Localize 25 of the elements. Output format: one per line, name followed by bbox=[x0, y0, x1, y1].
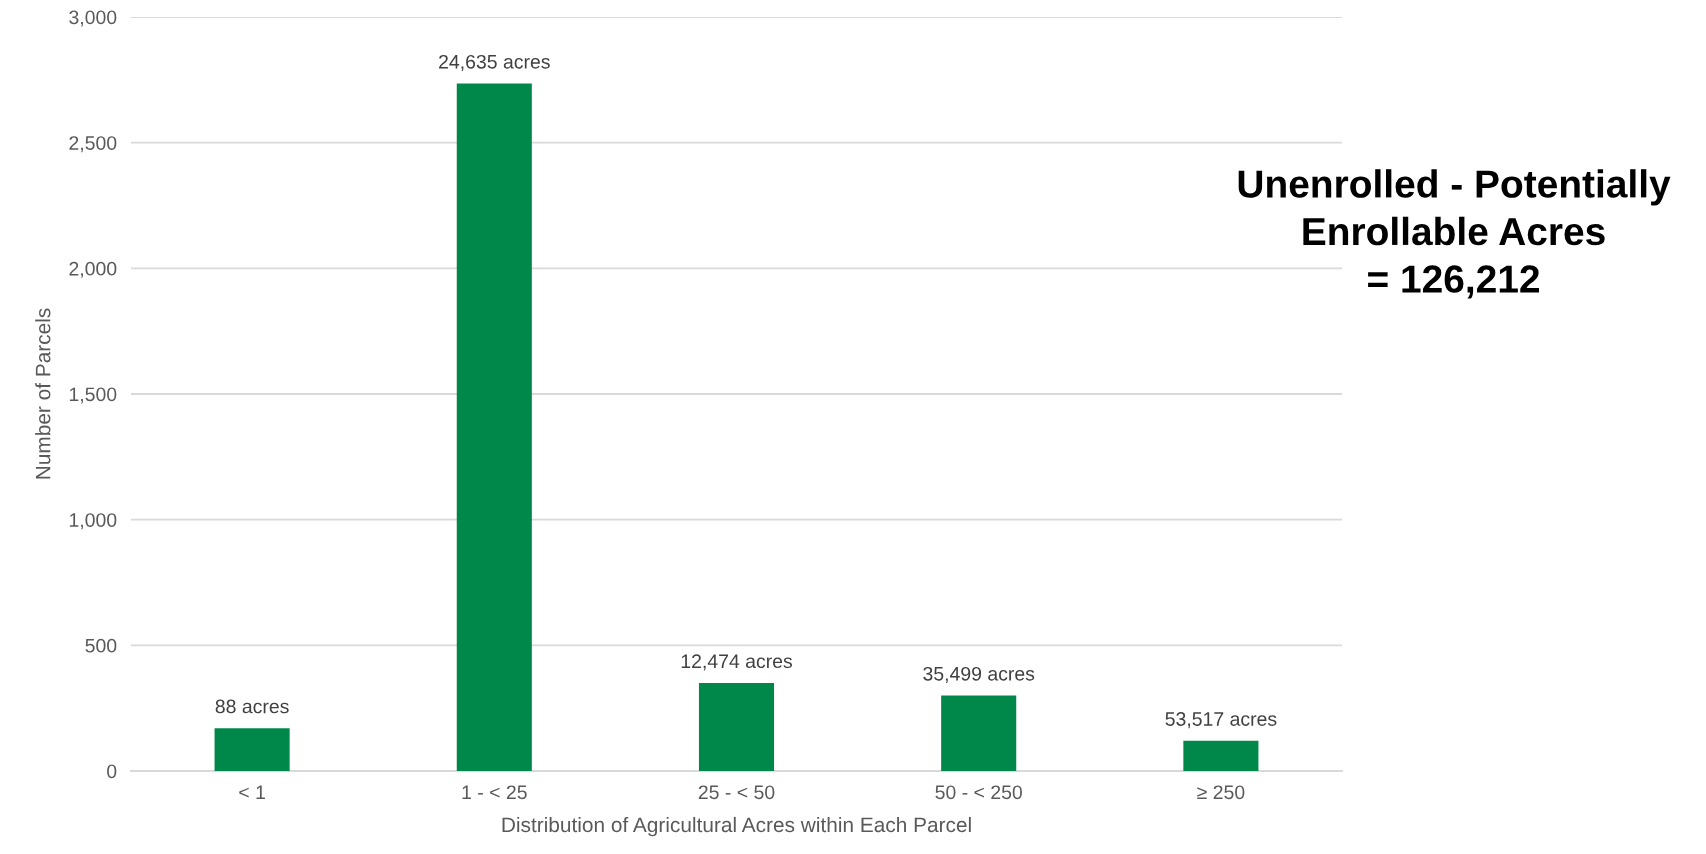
y-tick-label: 0 bbox=[107, 764, 117, 779]
annotation: 12,474 acres bbox=[681, 654, 793, 671]
y-tick-label: 3,000 bbox=[69, 10, 117, 27]
annotation: 24,635 acres bbox=[439, 54, 550, 71]
x-axis-title: Distribution of Agricultural Acres within Each Parcel bbox=[502, 816, 971, 837]
y-axis-title: Number of Parcels bbox=[35, 308, 51, 479]
x-tick-label: 50 - < 250 bbox=[935, 785, 1022, 800]
x-tick-label: 25 - < 50 bbox=[698, 785, 775, 800]
bar bbox=[941, 695, 1017, 771]
bar bbox=[456, 83, 532, 771]
y-tick-label: 2,500 bbox=[69, 136, 117, 153]
annotation: Unenrolled - Potentially Enrollable Acres = 126,212 bbox=[1238, 169, 1671, 299]
x-tick-label: ≥ 250 bbox=[1197, 785, 1245, 800]
annotation: 35,499 acres bbox=[923, 666, 1035, 683]
y-tick-label: 500 bbox=[85, 638, 117, 653]
y-tick-label: 2,000 bbox=[69, 261, 117, 278]
y-tick-label: 1,000 bbox=[69, 513, 117, 530]
bar bbox=[1183, 740, 1259, 771]
x-tick-label: < 1 bbox=[239, 785, 265, 799]
x-tick-label: 1 - < 25 bbox=[462, 785, 527, 800]
annotation: 53,517 acres bbox=[1165, 712, 1277, 729]
y-tick-label: 1,500 bbox=[69, 387, 117, 404]
bar bbox=[698, 683, 775, 771]
bar bbox=[214, 728, 290, 771]
annotation: 88 acres bbox=[215, 699, 289, 714]
